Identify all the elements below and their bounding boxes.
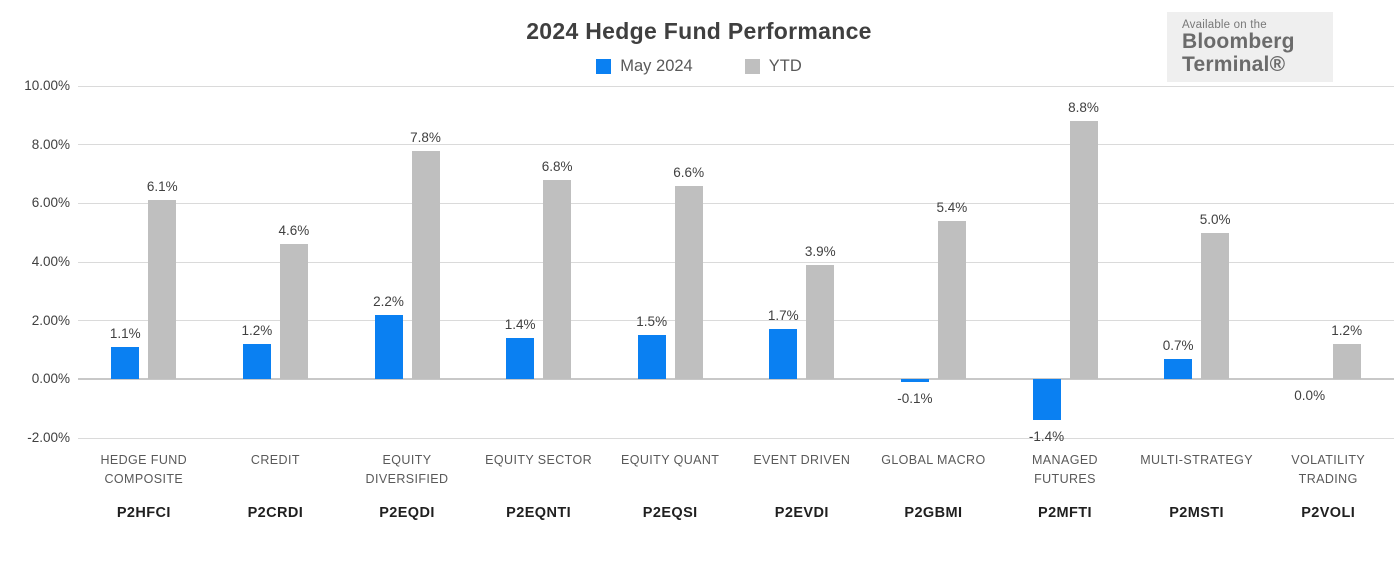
ytd-bar	[1201, 232, 1230, 380]
category-label: GLOBAL MACRO	[881, 453, 986, 467]
may-2024-bar	[374, 314, 403, 380]
gridline	[78, 437, 1394, 439]
ytd-bar	[543, 179, 572, 380]
ticker-label: P2HFCI	[116, 505, 171, 521]
ytd-bar	[806, 264, 835, 380]
may-2024-bar	[1164, 358, 1193, 380]
bar-value-label: 6.6%	[673, 164, 705, 180]
gridline	[78, 261, 1394, 263]
ytd-swatch-icon	[744, 59, 760, 74]
bar-value-label: -1.4%	[1028, 429, 1065, 445]
ytd-bar	[1332, 344, 1361, 380]
bar-value-label: 1.7%	[767, 308, 799, 324]
gridline	[78, 378, 1394, 381]
bar-value-label: 6.8%	[541, 158, 573, 174]
category-label: MANAGED FUTURES	[1031, 453, 1098, 487]
bar-value-label: 0.0%	[1294, 388, 1326, 404]
ticker-label: P2EQDI	[379, 505, 435, 521]
ytd-bar	[937, 220, 966, 380]
y-axis-tick-label: 6.00%	[31, 195, 70, 211]
category-label: EQUITY QUANT	[621, 453, 720, 467]
ticker-label: P2GBMI	[904, 505, 963, 521]
y-axis-tick-label: 0.00%	[31, 371, 70, 387]
bar-value-label: 8.8%	[1068, 100, 1099, 116]
legend-label-may-2024: May 2024	[620, 57, 693, 75]
bar-value-label: 1.2%	[1331, 323, 1363, 339]
bar-value-label: 3.9%	[804, 243, 836, 259]
may-2024-bar	[769, 329, 798, 380]
category-label: VOLATILITY TRADING	[1291, 453, 1366, 487]
ticker-label: P2MSTI	[1169, 505, 1224, 521]
chart-title: 2024 Hedge Fund Performance	[526, 18, 872, 44]
bar-value-label: 6.1%	[146, 179, 178, 195]
ticker-label: P2EQSI	[642, 505, 698, 521]
bar-value-label: -0.1%	[897, 391, 933, 407]
category-label: EVENT DRIVEN	[753, 453, 851, 467]
legend-label-ytd: YTD	[768, 57, 802, 75]
bar-value-label: 5.4%	[936, 199, 968, 215]
y-axis-tick-label: -2.00%	[27, 430, 70, 445]
y-axis-tick-label: 8.00%	[31, 136, 70, 152]
legend-item-may-2024: May 2024	[596, 57, 693, 76]
bar-value-label: 1.5%	[636, 314, 668, 330]
may-2024-bar	[111, 347, 140, 380]
ytd-bar	[411, 150, 440, 380]
ticker-label: P2MFTI	[1038, 505, 1092, 521]
category-label: EQUITY SECTOR	[485, 453, 593, 467]
bar-value-label: 1.4%	[504, 317, 536, 333]
plot-area: 1.1% 6.1% 1.2% 4.6% 2.2% 7.8% 1.4% 6.8% 1.5% 6.6%…	[78, 85, 1394, 444]
ticker-label: P2VOLI	[1301, 505, 1356, 521]
gridline	[78, 85, 1394, 87]
category-label: CREDIT	[250, 453, 300, 467]
bar-value-label: 2.2%	[373, 293, 404, 309]
ytd-bar	[1069, 121, 1098, 380]
y-axis-tick-label: 10.00%	[24, 78, 70, 93]
ytd-bar	[279, 244, 308, 380]
ticker-label: P2CRDI	[247, 505, 304, 521]
y-axis-tick-label: 4.00%	[31, 254, 70, 269]
bar-value-label: 7.8%	[410, 129, 441, 145]
ticker-label: P2EQNTI	[506, 505, 572, 521]
badge-terminal-text: Terminal®	[1182, 52, 1286, 76]
gridline	[78, 320, 1394, 322]
may-2024-bar	[1032, 379, 1061, 421]
may-2024-bar	[637, 335, 666, 380]
bar-value-label: 1.1%	[109, 326, 141, 342]
badge-available-text: Available on the	[1182, 19, 1267, 31]
may-2024-bar	[506, 338, 535, 380]
badge-bloomberg-text: Bloomberg	[1182, 30, 1295, 53]
category-label: EQUITY DIVERSIFIED	[365, 453, 449, 487]
may-2024-swatch-icon	[596, 59, 612, 74]
bar-value-label: 0.7%	[1162, 337, 1194, 353]
may-2024-bar	[242, 344, 271, 380]
y-axis-tick-label: 2.00%	[31, 312, 70, 328]
category-label: MULTI-STRATEGY	[1140, 453, 1253, 467]
bar-value-label: 4.6%	[278, 223, 310, 239]
may-2024-bar	[900, 379, 929, 383]
bar-value-label: 1.2%	[241, 323, 273, 339]
bloomberg-terminal-badge[interactable]: Available on the Bloomberg Terminal®	[1167, 12, 1333, 82]
gridline	[78, 202, 1394, 204]
bar-value-label: 5.0%	[1199, 211, 1231, 227]
ytd-bar	[148, 200, 177, 380]
ytd-bar	[674, 185, 703, 380]
ticker-label: P2EVDI	[774, 505, 829, 521]
legend-item-ytd: YTD	[744, 57, 802, 76]
gridline	[78, 144, 1394, 146]
category-label: HEDGE FUND COMPOSITE	[100, 453, 188, 487]
chart-legend: May 2024 YTD	[0, 57, 1398, 76]
